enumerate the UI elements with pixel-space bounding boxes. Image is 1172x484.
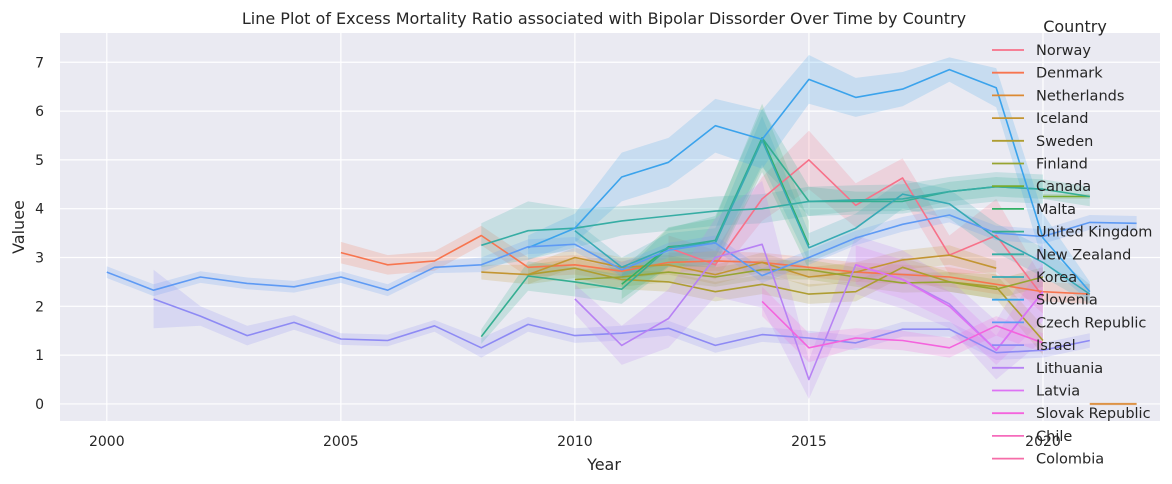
line-finland	[574, 268, 1044, 291]
band-korea	[574, 116, 1090, 304]
x-tick-label: 2010	[557, 434, 593, 450]
y-tick-label: 3	[35, 251, 44, 267]
tick-labels: 2000 2005 2010 2015 2020 0 1 2 3 4 5 6 7	[35, 55, 1061, 450]
legend-label-norway: Norway	[1036, 43, 1091, 59]
legend-label-korea: Korea	[1036, 270, 1077, 286]
band-new-zealand	[481, 172, 1043, 268]
legend-label-slovak-republic: Slovak Republic	[1036, 406, 1151, 422]
legend-label-iceland: Iceland	[1036, 111, 1088, 127]
legend-label-chile: Chile	[1036, 429, 1072, 445]
plot-background	[60, 33, 1160, 421]
legend-label-israel: Israel	[1036, 338, 1076, 354]
legend-label-lithuania: Lithuania	[1036, 361, 1103, 377]
band-norway	[668, 130, 1043, 314]
band-slovenia	[528, 55, 1090, 302]
line-slovenia	[527, 68, 1091, 293]
grid	[60, 33, 1160, 421]
band-united-kingdom	[481, 108, 1090, 344]
y-tick-label: 6	[35, 104, 44, 120]
y-tick-label: 0	[35, 397, 44, 413]
legend-label-malta: Malta	[1036, 202, 1076, 218]
y-tick-label: 2	[35, 299, 44, 315]
legend-label-czech-republic: Czech Republic	[1036, 315, 1146, 331]
legend-label-slovenia: Slovenia	[1036, 293, 1098, 309]
legend-label-colombia: Colombia	[1036, 452, 1104, 468]
legend-label-latvia: Latvia	[1036, 384, 1080, 400]
x-axis-label: Year	[586, 455, 621, 474]
legend-label-finland: Finland	[1036, 157, 1088, 173]
x-tick-label: 2005	[323, 434, 359, 450]
line-denmark	[340, 234, 1090, 295]
legend-label-netherlands: Netherlands	[1036, 88, 1124, 104]
legend-label-sweden: Sweden	[1036, 134, 1093, 150]
y-axis-label: Valuee	[9, 200, 28, 254]
y-tick-label: 5	[35, 153, 44, 169]
legend-title: Country	[1043, 17, 1107, 36]
x-tick-label: 2000	[89, 434, 125, 450]
legend-label-united-kingdom: United Kingdom	[1036, 225, 1152, 241]
y-tick-label: 7	[35, 55, 44, 71]
legend-label-denmark: Denmark	[1036, 66, 1103, 82]
band-lithuania	[574, 180, 1043, 399]
band-iceland	[481, 245, 997, 287]
band-czech-republic	[106, 207, 1137, 297]
line-israel	[153, 298, 1090, 354]
chart-title: Line Plot of Excess Mortality Ratio asso…	[242, 9, 966, 28]
y-tick-label: 1	[35, 348, 44, 364]
line-slovak-republic	[761, 300, 1044, 349]
x-tick-label: 2015	[791, 434, 827, 450]
series-lines	[106, 68, 1137, 405]
line-czech-republic	[106, 214, 1137, 292]
line-lithuania	[574, 243, 1044, 381]
legend-label-canada: Canada	[1036, 179, 1091, 195]
line-norway	[668, 159, 1044, 297]
line-korea	[574, 139, 1091, 295]
x-tick-label: 2020	[1025, 434, 1061, 450]
y-tick-label: 4	[35, 202, 44, 218]
line-iceland	[481, 254, 997, 278]
legend: Country Norway Denmark Netherlands Iceland S…	[992, 17, 1152, 468]
legend-label-new-zealand: New Zealand	[1036, 247, 1131, 263]
